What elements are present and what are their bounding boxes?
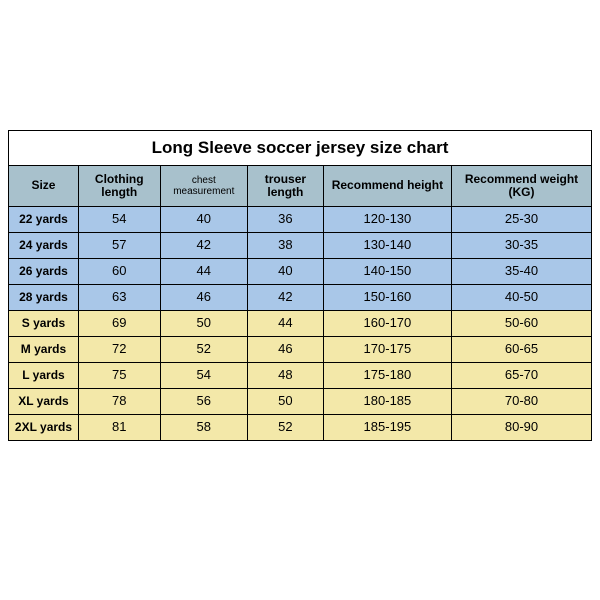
- table-title: Long Sleeve soccer jersey size chart: [9, 131, 592, 166]
- cell-value: 50: [248, 389, 324, 415]
- table-row: S yards695044160-17050-60: [9, 311, 592, 337]
- cell-value: 140-150: [323, 259, 451, 285]
- cell-value: 50: [160, 311, 247, 337]
- cell-size: XL yards: [9, 389, 79, 415]
- table-row: 2XL yards815852185-19580-90: [9, 415, 592, 441]
- cell-value: 54: [160, 363, 247, 389]
- cell-value: 120-130: [323, 207, 451, 233]
- cell-size: M yards: [9, 337, 79, 363]
- col-chest: chest measurement: [160, 166, 247, 207]
- cell-value: 40-50: [452, 285, 592, 311]
- cell-value: 52: [248, 415, 324, 441]
- cell-size: 28 yards: [9, 285, 79, 311]
- table-row: L yards755448175-18065-70: [9, 363, 592, 389]
- cell-value: 25-30: [452, 207, 592, 233]
- table-row: XL yards785650180-18570-80: [9, 389, 592, 415]
- table-body: 22 yards544036120-13025-3024 yards574238…: [9, 207, 592, 441]
- cell-value: 58: [160, 415, 247, 441]
- cell-value: 56: [160, 389, 247, 415]
- cell-value: 40: [160, 207, 247, 233]
- cell-value: 60: [78, 259, 160, 285]
- cell-size: 22 yards: [9, 207, 79, 233]
- cell-value: 80-90: [452, 415, 592, 441]
- cell-value: 60-65: [452, 337, 592, 363]
- col-size: Size: [9, 166, 79, 207]
- cell-value: 81: [78, 415, 160, 441]
- table-title-row: Long Sleeve soccer jersey size chart: [9, 131, 592, 166]
- cell-size: 24 yards: [9, 233, 79, 259]
- cell-value: 40: [248, 259, 324, 285]
- cell-value: 69: [78, 311, 160, 337]
- cell-value: 70-80: [452, 389, 592, 415]
- table-row: 28 yards634642150-16040-50: [9, 285, 592, 311]
- cell-size: 26 yards: [9, 259, 79, 285]
- cell-size: 2XL yards: [9, 415, 79, 441]
- col-recommend-weight: Recommend weight (KG): [452, 166, 592, 207]
- table-row: M yards725246170-17560-65: [9, 337, 592, 363]
- cell-value: 54: [78, 207, 160, 233]
- cell-value: 48: [248, 363, 324, 389]
- cell-value: 35-40: [452, 259, 592, 285]
- size-chart-table: Long Sleeve soccer jersey size chart Siz…: [8, 130, 592, 441]
- cell-value: 130-140: [323, 233, 451, 259]
- cell-value: 30-35: [452, 233, 592, 259]
- cell-value: 72: [78, 337, 160, 363]
- cell-value: 52: [160, 337, 247, 363]
- cell-size: L yards: [9, 363, 79, 389]
- table: Long Sleeve soccer jersey size chart Siz…: [8, 130, 592, 441]
- col-trouser-length: trouser length: [248, 166, 324, 207]
- cell-value: 180-185: [323, 389, 451, 415]
- cell-value: 50-60: [452, 311, 592, 337]
- cell-value: 44: [248, 311, 324, 337]
- cell-value: 38: [248, 233, 324, 259]
- cell-value: 75: [78, 363, 160, 389]
- table-row: 22 yards544036120-13025-30: [9, 207, 592, 233]
- cell-value: 170-175: [323, 337, 451, 363]
- table-row: 26 yards604440140-15035-40: [9, 259, 592, 285]
- cell-value: 42: [160, 233, 247, 259]
- cell-value: 42: [248, 285, 324, 311]
- table-header-row: Size Clothing length chest measurement t…: [9, 166, 592, 207]
- cell-value: 175-180: [323, 363, 451, 389]
- col-clothing-length: Clothing length: [78, 166, 160, 207]
- col-recommend-height: Recommend height: [323, 166, 451, 207]
- cell-value: 57: [78, 233, 160, 259]
- cell-value: 150-160: [323, 285, 451, 311]
- cell-value: 78: [78, 389, 160, 415]
- cell-value: 46: [248, 337, 324, 363]
- cell-value: 63: [78, 285, 160, 311]
- cell-value: 46: [160, 285, 247, 311]
- cell-value: 44: [160, 259, 247, 285]
- cell-value: 65-70: [452, 363, 592, 389]
- cell-value: 185-195: [323, 415, 451, 441]
- cell-size: S yards: [9, 311, 79, 337]
- table-row: 24 yards574238130-14030-35: [9, 233, 592, 259]
- cell-value: 160-170: [323, 311, 451, 337]
- cell-value: 36: [248, 207, 324, 233]
